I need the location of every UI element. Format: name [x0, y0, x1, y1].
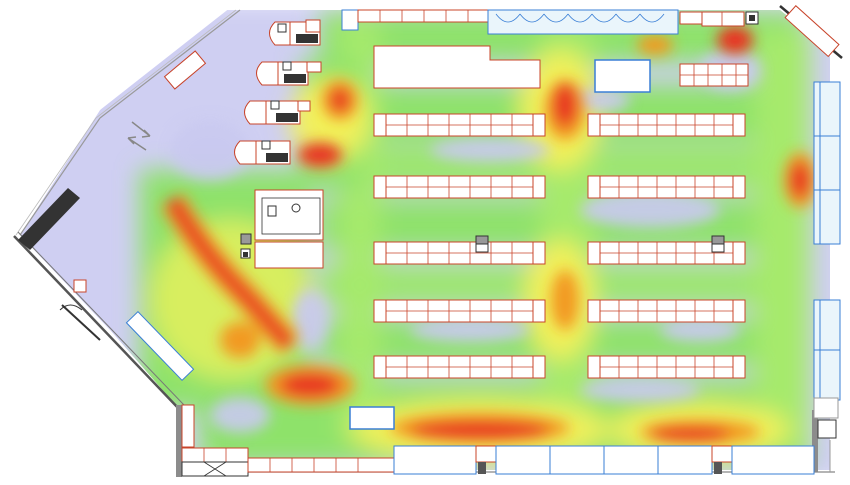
- promo-display: [349, 406, 395, 430]
- gondola-9: [373, 355, 546, 379]
- entry-arrow-icon: [131, 121, 151, 138]
- aisle-markers: [475, 235, 725, 253]
- produce-table: [373, 45, 541, 89]
- side-door: [61, 304, 101, 341]
- exit-arrow-icon: [127, 136, 147, 151]
- checkout-lane-3: [244, 100, 311, 125]
- gondola-10: [587, 355, 746, 379]
- service-desk: [240, 189, 324, 269]
- bottom-wall-fixtures: [181, 404, 815, 477]
- aisle-gondolas: [373, 113, 746, 379]
- checkout-lanes: [234, 19, 322, 165]
- heat-hot-zones: [160, 26, 816, 444]
- right-wall-coolers: [813, 81, 841, 472]
- cooler-island: [594, 59, 651, 93]
- gondola-6: [587, 241, 746, 265]
- top-wall-fixtures: [341, 5, 840, 58]
- display-fixture: [163, 50, 207, 90]
- gondola-3: [373, 175, 546, 199]
- center-fixtures: [349, 45, 749, 430]
- gondola-8: [587, 299, 746, 323]
- walls: [13, 5, 843, 477]
- gondola-4: [587, 175, 746, 199]
- glass-cabinet-left: [125, 310, 195, 382]
- gondola-2: [587, 113, 746, 137]
- checkout-lane-2: [256, 61, 322, 86]
- entrance-mat: [18, 188, 80, 250]
- checkout-lane-4: [234, 140, 291, 165]
- gondola-1: [373, 113, 546, 137]
- door-swing: [59, 304, 83, 311]
- fire-extinguisher-icon: [73, 279, 87, 293]
- gondola-5: [373, 241, 546, 265]
- gondola-7: [373, 299, 546, 323]
